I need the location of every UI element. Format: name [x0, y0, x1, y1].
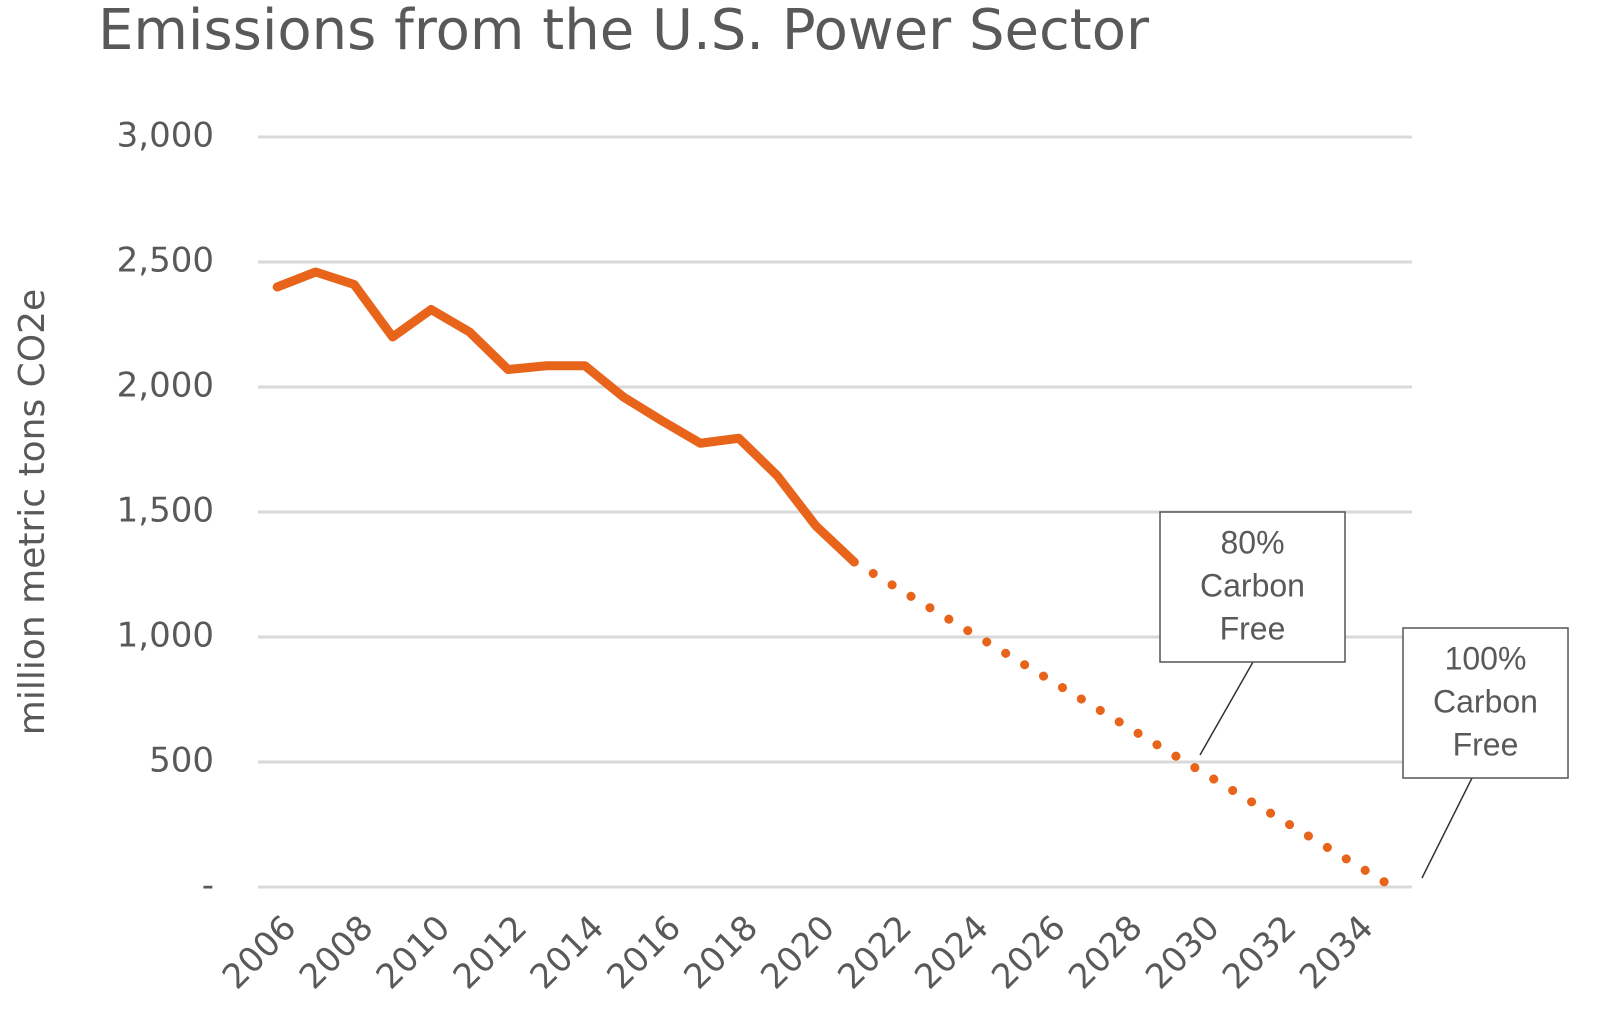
y-axis-label: million metric tons CO2e: [12, 289, 53, 735]
x-tick-label: 2024: [907, 908, 996, 997]
annotation-leader: [1421, 777, 1473, 879]
x-tick-label: 2008: [292, 908, 381, 997]
x-tick-label: 2032: [1215, 908, 1304, 997]
y-tick-label: 1,000: [117, 616, 214, 656]
x-tick-label: 2018: [676, 908, 765, 997]
annotation-text: Free: [1453, 726, 1519, 762]
y-tick-label: 2,500: [117, 241, 214, 281]
annotation-leader: [1199, 661, 1254, 756]
annotation-text: Carbon: [1200, 567, 1305, 603]
annotation-text: Free: [1220, 610, 1286, 646]
annotation-text: 80%: [1220, 524, 1284, 560]
x-tick-label: 2034: [1292, 908, 1381, 997]
annotation-box: [1159, 511, 1346, 663]
x-tick-label: 2030: [1138, 908, 1227, 997]
x-tick-label: 2006: [215, 908, 304, 997]
x-tick-label: 2028: [1061, 908, 1150, 997]
x-tick-label: 2016: [600, 908, 689, 997]
x-tick-label: 2022: [830, 908, 919, 997]
annotation-text: Carbon: [1433, 683, 1538, 719]
line-series: [272, 267, 859, 567]
annotation-box: [1402, 627, 1569, 779]
y-tick-label: 500: [149, 741, 214, 781]
x-tick-label: 2020: [753, 908, 842, 997]
chart-title: Emissions from the U.S. Power Sector: [98, 0, 1150, 63]
y-tick-label: 2,000: [117, 366, 214, 406]
y-tick-label: -: [202, 866, 214, 906]
x-tick-label: 2010: [369, 908, 458, 997]
y-tick-label: 1,500: [117, 491, 214, 531]
x-tick-label: 2014: [523, 908, 612, 997]
x-tick-label: 2012: [446, 908, 535, 997]
y-tick-label: 3,000: [117, 116, 214, 156]
x-tick-label: 2026: [984, 908, 1073, 997]
annotation-text: 100%: [1445, 640, 1527, 676]
